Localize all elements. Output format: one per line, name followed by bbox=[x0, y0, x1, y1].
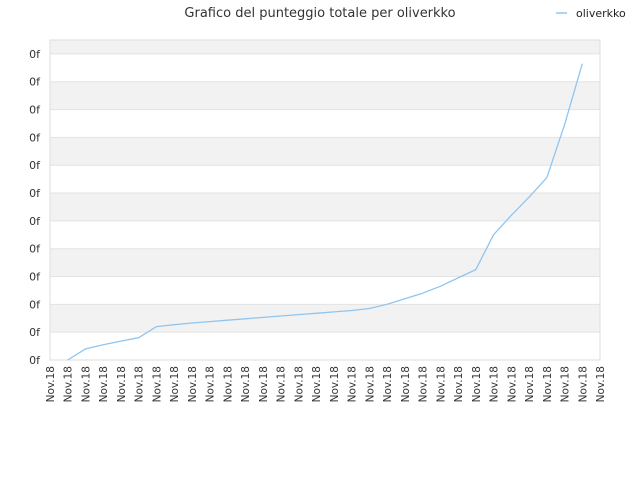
x-tick-label: Nov.18 bbox=[205, 366, 217, 402]
y-tick-label: 0f bbox=[29, 48, 41, 61]
y-tick-label: 0f bbox=[29, 76, 41, 89]
x-tick-label: Nov.18 bbox=[524, 366, 536, 402]
x-tick-label: Nov.18 bbox=[542, 366, 554, 402]
x-tick-label: Nov.18 bbox=[418, 366, 430, 402]
y-tick-label: 0f bbox=[29, 104, 41, 117]
grid-band bbox=[50, 81, 600, 110]
x-tick-label: Nov.18 bbox=[293, 366, 305, 402]
y-tick-label: 0f bbox=[29, 159, 41, 172]
x-tick-label: Nov.18 bbox=[311, 366, 323, 402]
plot-area bbox=[49, 39, 601, 361]
x-tick-label: Nov.18 bbox=[489, 366, 501, 402]
grid-band bbox=[50, 248, 600, 277]
plot-border bbox=[49, 39, 601, 361]
x-tick-label: Nov.18 bbox=[400, 366, 412, 402]
grid-band bbox=[50, 40, 600, 54]
x-tick-label: Nov.18 bbox=[187, 366, 199, 402]
legend-label: oliverkko bbox=[576, 7, 626, 20]
x-tick-label: Nov.18 bbox=[45, 366, 57, 402]
y-tick-label: 0f bbox=[29, 131, 41, 144]
legend: oliverkko bbox=[556, 7, 626, 20]
x-tick-label: Nov.18 bbox=[134, 366, 146, 402]
chart-title: Grafico del punteggio totale per oliverk… bbox=[184, 6, 455, 21]
x-tick-label: Nov.18 bbox=[169, 366, 181, 402]
x-tick-label: Nov.18 bbox=[240, 366, 252, 402]
grid-band bbox=[50, 53, 600, 82]
y-tick-label: 0f bbox=[29, 215, 41, 228]
y-tick-label: 0f bbox=[29, 243, 41, 256]
grid-band bbox=[50, 220, 600, 249]
x-tick-label: Nov.18 bbox=[116, 366, 128, 402]
x-tick-label: Nov.18 bbox=[382, 366, 394, 402]
x-tick-label: Nov.18 bbox=[98, 366, 110, 402]
grid-band bbox=[50, 276, 600, 305]
x-tick-label: Nov.18 bbox=[577, 366, 589, 402]
grid-band bbox=[50, 165, 600, 194]
x-tick-label: Nov.18 bbox=[222, 366, 234, 402]
x-tick-label: Nov.18 bbox=[63, 366, 75, 402]
x-axis: Nov.18 Nov.18 Nov.18 Nov.18 Nov.18 Nov.18 Nov.… bbox=[45, 366, 607, 402]
series-line bbox=[67, 63, 583, 361]
grid-band bbox=[50, 304, 600, 333]
x-tick-label: Nov.18 bbox=[560, 366, 572, 402]
grid-band bbox=[50, 332, 600, 360]
x-tick-label: Nov.18 bbox=[276, 366, 288, 402]
grid-band bbox=[50, 137, 600, 166]
y-tick-label: 0f bbox=[29, 187, 41, 200]
x-tick-label: Nov.18 bbox=[347, 366, 359, 402]
x-tick-label: Nov.18 bbox=[258, 366, 270, 402]
grid-band bbox=[50, 109, 600, 138]
x-tick-label: Nov.18 bbox=[595, 366, 607, 402]
x-tick-label: Nov.18 bbox=[453, 366, 465, 402]
x-tick-label: Nov.18 bbox=[506, 366, 518, 402]
y-axis: 0f 0f 0f 0f 0f 0f 0f 0f 0f 0f 0f 0f bbox=[29, 48, 41, 367]
grid-band bbox=[50, 193, 600, 221]
x-tick-label: Nov.18 bbox=[364, 366, 376, 402]
x-tick-label: Nov.18 bbox=[435, 366, 447, 402]
x-tick-label: Nov.18 bbox=[471, 366, 483, 402]
series-layer bbox=[67, 63, 583, 361]
x-tick-label: Nov.18 bbox=[329, 366, 341, 402]
y-tick-label: 0f bbox=[29, 298, 41, 311]
x-tick-label: Nov.18 bbox=[151, 366, 163, 402]
x-tick-label: Nov.18 bbox=[80, 366, 92, 402]
y-tick-label: 0f bbox=[29, 271, 41, 284]
y-tick-label: 0f bbox=[29, 354, 41, 367]
y-tick-label: 0f bbox=[29, 326, 41, 339]
